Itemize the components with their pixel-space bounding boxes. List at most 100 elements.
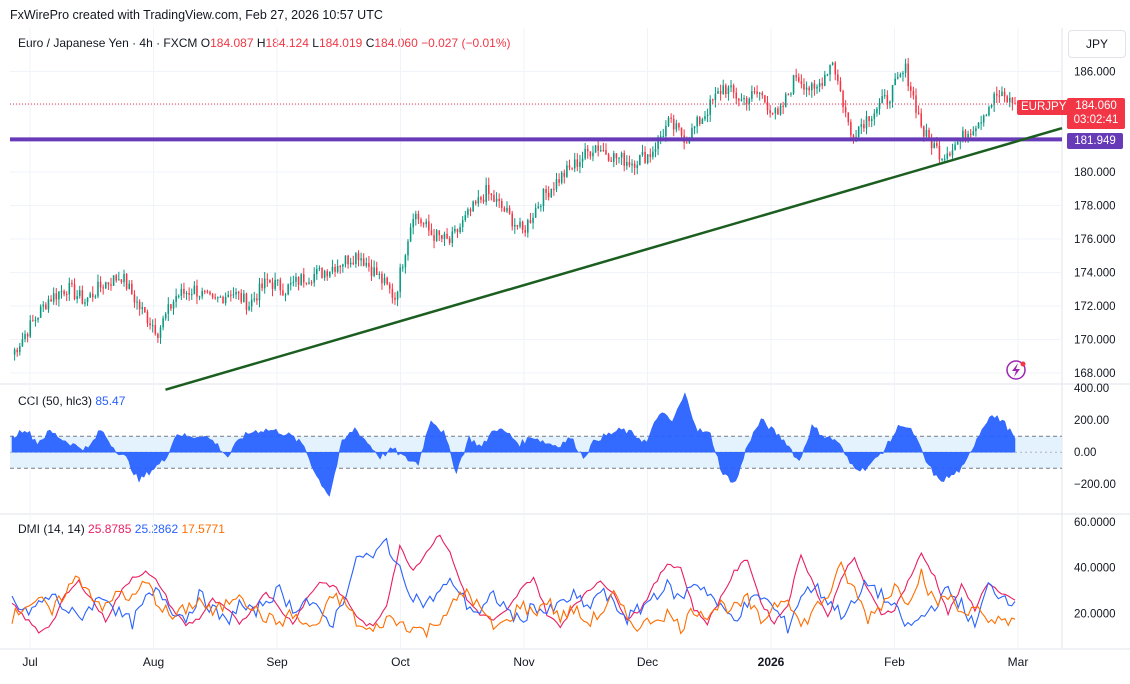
time-tick-label: Nov — [513, 655, 534, 669]
candle-body — [581, 158, 584, 162]
candle-body — [1001, 91, 1003, 97]
candle-body — [381, 273, 383, 284]
candle-body — [969, 133, 972, 136]
candle-body — [428, 221, 430, 231]
candle-body — [732, 85, 735, 93]
candle-body — [289, 282, 292, 285]
candle-body — [784, 94, 787, 107]
candle-body — [938, 145, 941, 160]
candle-body — [219, 296, 222, 298]
candle-body — [795, 75, 797, 78]
candle-body — [321, 268, 323, 278]
candle-body — [941, 159, 943, 161]
candle-body — [500, 201, 503, 208]
candle-body — [972, 131, 975, 136]
candle-body — [78, 290, 81, 297]
candle-body — [308, 282, 310, 284]
candle-body — [532, 217, 534, 223]
candle-body — [878, 102, 881, 109]
open-value: 184.087 — [210, 36, 254, 50]
candle-body — [745, 98, 748, 104]
candle-body — [618, 157, 620, 159]
candle-body — [925, 129, 928, 137]
candle-body — [917, 112, 920, 114]
candle-body — [316, 268, 318, 275]
currency-button[interactable]: JPY — [1068, 30, 1126, 58]
time-tick-label: Feb — [884, 655, 905, 669]
candle-body — [693, 126, 696, 128]
candle-body — [797, 77, 800, 82]
candle-body — [474, 201, 477, 204]
candle-body — [201, 290, 203, 297]
candle-body — [490, 193, 493, 196]
candle-body — [339, 266, 342, 268]
last-price-value: 184.060 — [1075, 100, 1117, 112]
candle-body — [641, 151, 644, 155]
candle-body — [824, 74, 826, 86]
candle-body — [698, 117, 701, 124]
candle-body — [177, 295, 180, 297]
candle-body — [141, 307, 144, 310]
candle-body — [605, 150, 607, 155]
candle-body — [542, 189, 545, 207]
candle-body — [654, 149, 657, 152]
candle-body — [602, 150, 605, 152]
candle-body — [954, 144, 956, 151]
candle-body — [318, 268, 321, 270]
candle-body — [227, 294, 230, 297]
candle-body — [761, 92, 764, 96]
time-tick-label: 2026 — [758, 655, 785, 669]
candle-body — [342, 264, 344, 267]
candle-body — [735, 92, 738, 99]
candle-body — [563, 172, 566, 177]
candle-body — [527, 220, 529, 233]
candle-body — [146, 312, 149, 324]
candle-body — [107, 282, 110, 285]
candle-body — [933, 143, 936, 149]
candle-body — [584, 148, 586, 159]
candle-body — [980, 122, 982, 124]
symbol-tag: EURJPY — [1017, 100, 1071, 115]
candle-body — [894, 78, 896, 86]
time-tick-label: Mar — [1008, 655, 1029, 669]
candle-body — [279, 279, 282, 291]
candle-body — [779, 105, 782, 115]
candle-body — [659, 136, 662, 138]
candle-body — [503, 207, 506, 212]
candle-body — [331, 266, 334, 272]
candle-body — [652, 151, 654, 157]
candle-body — [206, 291, 209, 293]
candle-body — [313, 274, 315, 283]
candle-body — [712, 99, 714, 101]
candle-body — [271, 282, 274, 289]
minus-di-line — [11, 560, 1016, 639]
candle-body — [159, 327, 162, 338]
candle-body — [990, 104, 993, 108]
low-label: L — [312, 36, 319, 50]
candle-body — [94, 296, 97, 298]
candle-body — [65, 294, 68, 296]
candle-body — [943, 158, 946, 160]
candle-body — [63, 291, 65, 295]
candle-body — [920, 113, 922, 127]
candle-body — [769, 110, 771, 114]
candle-body — [131, 283, 133, 295]
candle-body — [269, 279, 271, 283]
candle-body — [110, 284, 112, 286]
candle-body — [912, 90, 915, 96]
dmi-tick-label: 40.0000 — [1074, 563, 1116, 575]
candle-body — [115, 275, 117, 281]
candle-body — [274, 280, 276, 289]
candle-body — [76, 296, 78, 300]
candle-body — [738, 98, 740, 101]
candle-body — [58, 291, 60, 300]
candle-body — [352, 262, 355, 264]
candle-body — [32, 320, 34, 322]
candle-body — [248, 306, 250, 310]
time-tick-label: Jul — [22, 655, 37, 669]
candle-body — [1011, 97, 1014, 104]
candle-body — [936, 143, 938, 146]
candle-body — [204, 290, 206, 292]
candle-body — [258, 283, 261, 301]
